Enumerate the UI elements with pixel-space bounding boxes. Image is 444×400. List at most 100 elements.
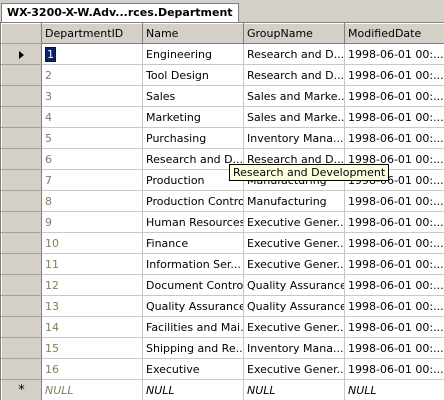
cell-modifieddate[interactable]: 1998-06-01 00:... (344, 295, 444, 317)
table-row[interactable]: 9 Human Resources Executive Gener... 1998-0… (1, 211, 444, 233)
row-selector[interactable] (1, 211, 42, 233)
cell-modifieddate[interactable]: NULL (344, 379, 444, 400)
row-selector[interactable] (1, 337, 42, 359)
cell-name[interactable]: Tool Design (142, 64, 244, 86)
table-row[interactable]: 3 Sales Sales and Marke... 1998-06-01 00:..… (1, 85, 444, 107)
cell-groupname[interactable]: Executive Gener... (243, 211, 345, 233)
cell-name[interactable]: Human Resources (142, 211, 244, 233)
table-row[interactable]: 6 Research and D... Research and D... 1998-… (1, 148, 444, 170)
cell-departmentid[interactable]: 1 (41, 43, 143, 65)
table-row[interactable]: 11 Information Ser... Executive Gener... 19… (1, 253, 444, 275)
row-selector[interactable] (1, 148, 42, 170)
row-selector[interactable] (1, 169, 42, 191)
cell-groupname[interactable]: Research and D... (243, 43, 345, 65)
cell-groupname[interactable]: Sales and Marke... (243, 85, 345, 107)
cell-name[interactable]: Sales (142, 85, 244, 107)
cell-groupname[interactable]: Inventory Mana... (243, 127, 345, 149)
row-selector[interactable] (1, 295, 42, 317)
table-row[interactable]: 8 Production Control Manufacturing 1998-06-… (1, 190, 444, 212)
table-row[interactable]: 15 Shipping and Re... Inventory Mana... 199… (1, 337, 444, 359)
results-grid[interactable]: DepartmentID Name GroupName ModifiedDate… (0, 23, 444, 400)
cell-groupname[interactable]: Research and D... (243, 64, 345, 86)
table-row[interactable]: 14 Facilities and Mai... Executive Gener..… (1, 316, 444, 338)
row-selector[interactable] (1, 64, 42, 86)
row-selector[interactable] (1, 85, 42, 107)
cell-departmentid[interactable]: 6 (41, 148, 143, 170)
cell-modifieddate[interactable]: 1998-06-01 00:... (344, 337, 444, 359)
cell-groupname[interactable]: Executive Gener... (243, 253, 345, 275)
cell-departmentid[interactable]: NULL (41, 379, 143, 400)
cell-departmentid[interactable]: 2 (41, 64, 143, 86)
cell-groupname[interactable]: Manufacturing (243, 190, 345, 212)
row-selector[interactable] (1, 274, 42, 296)
cell-modifieddate[interactable]: 1998-06-01 00:... (344, 85, 444, 107)
cell-groupname[interactable]: Executive Gener... (243, 358, 345, 380)
table-row[interactable]: 16 Executive Executive Gener... 1998-06-01 … (1, 358, 444, 380)
cell-name[interactable]: Shipping and Re... (142, 337, 244, 359)
row-selector[interactable]: * (1, 379, 42, 400)
cell-departmentid[interactable]: 4 (41, 106, 143, 128)
select-all-corner[interactable] (1, 23, 42, 44)
cell-groupname[interactable]: Inventory Mana... (243, 337, 345, 359)
cell-name[interactable]: Purchasing (142, 127, 244, 149)
cell-name[interactable]: Engineering (142, 43, 244, 65)
cell-groupname[interactable]: NULL (243, 379, 345, 400)
table-row[interactable]: 1 Engineering Research and D... 1998-06-01 … (1, 43, 444, 65)
cell-departmentid[interactable]: 12 (41, 274, 143, 296)
row-selector[interactable] (1, 106, 42, 128)
cell-modifieddate[interactable]: 1998-06-01 00:... (344, 211, 444, 233)
cell-departmentid[interactable]: 7 (41, 169, 143, 191)
cell-departmentid[interactable]: 16 (41, 358, 143, 380)
cell-modifieddate[interactable]: 1998-06-01 00:... (344, 316, 444, 338)
cell-modifieddate[interactable]: 1998-06-01 00:... (344, 106, 444, 128)
cell-name[interactable]: Marketing (142, 106, 244, 128)
cell-groupname[interactable]: Sales and Marke... (243, 106, 345, 128)
table-row[interactable]: 2 Tool Design Research and D... 1998-06-01 … (1, 64, 444, 86)
cell-name[interactable]: Research and D... (142, 148, 244, 170)
cell-groupname[interactable]: Executive Gener... (243, 232, 345, 254)
cell-name[interactable]: NULL (142, 379, 244, 400)
cell-departmentid[interactable]: 5 (41, 127, 143, 149)
table-row[interactable]: 12 Document Control Quality Assurance 1998-… (1, 274, 444, 296)
cell-name[interactable]: Finance (142, 232, 244, 254)
cell-departmentid[interactable]: 15 (41, 337, 143, 359)
cell-modifieddate[interactable]: 1998-06-01 00:... (344, 43, 444, 65)
cell-name[interactable]: Quality Assurance (142, 295, 244, 317)
cell-groupname[interactable]: Quality Assurance (243, 295, 345, 317)
cell-name[interactable]: Production (142, 169, 244, 191)
cell-modifieddate[interactable]: 1998-06-01 00:... (344, 127, 444, 149)
cell-groupname[interactable]: Executive Gener... (243, 316, 345, 338)
table-row[interactable]: 13 Quality Assurance Quality Assurance 1998… (1, 295, 444, 317)
cell-departmentid[interactable]: 9 (41, 211, 143, 233)
cell-modifieddate[interactable]: 1998-06-01 00:... (344, 358, 444, 380)
cell-departmentid[interactable]: 11 (41, 253, 143, 275)
column-header-name[interactable]: Name (142, 23, 244, 44)
column-header-groupname[interactable]: GroupName (243, 23, 345, 44)
cell-modifieddate[interactable]: 1998-06-01 00:... (344, 190, 444, 212)
tab-department-table[interactable]: WX-3200-X-W.Adv...rces.Department (1, 3, 239, 22)
cell-departmentid[interactable]: 14 (41, 316, 143, 338)
column-header-modifieddate[interactable]: ModifiedDate (344, 23, 444, 44)
row-selector[interactable] (1, 190, 42, 212)
row-selector[interactable] (1, 127, 42, 149)
row-selector[interactable] (1, 316, 42, 338)
table-row[interactable]: 10 Finance Executive Gener... 1998-06-01 00… (1, 232, 444, 254)
cell-edit-value[interactable]: 1 (45, 46, 56, 62)
row-selector[interactable] (1, 43, 42, 65)
cell-departmentid[interactable]: 13 (41, 295, 143, 317)
cell-modifieddate[interactable]: 1998-06-01 00:... (344, 64, 444, 86)
cell-modifieddate[interactable]: 1998-06-01 00:... (344, 253, 444, 275)
cell-modifieddate[interactable]: 1998-06-01 00:... (344, 274, 444, 296)
cell-groupname[interactable]: Quality Assurance (243, 274, 345, 296)
cell-departmentid[interactable]: 10 (41, 232, 143, 254)
cell-departmentid[interactable]: 3 (41, 85, 143, 107)
row-selector[interactable] (1, 253, 42, 275)
new-row[interactable]: * NULL NULL NULL NULL (1, 379, 444, 400)
cell-modifieddate[interactable]: 1998-06-01 00:... (344, 232, 444, 254)
cell-departmentid[interactable]: 8 (41, 190, 143, 212)
cell-name[interactable]: Facilities and Mai... (142, 316, 244, 338)
row-selector[interactable] (1, 232, 42, 254)
column-header-departmentid[interactable]: DepartmentID (41, 23, 143, 44)
table-row[interactable]: 7ProductionManufacturing1998-06-01 00:..… (1, 169, 444, 191)
table-row[interactable]: 4 Marketing Sales and Marke... 1998-06-01 0… (1, 106, 444, 128)
